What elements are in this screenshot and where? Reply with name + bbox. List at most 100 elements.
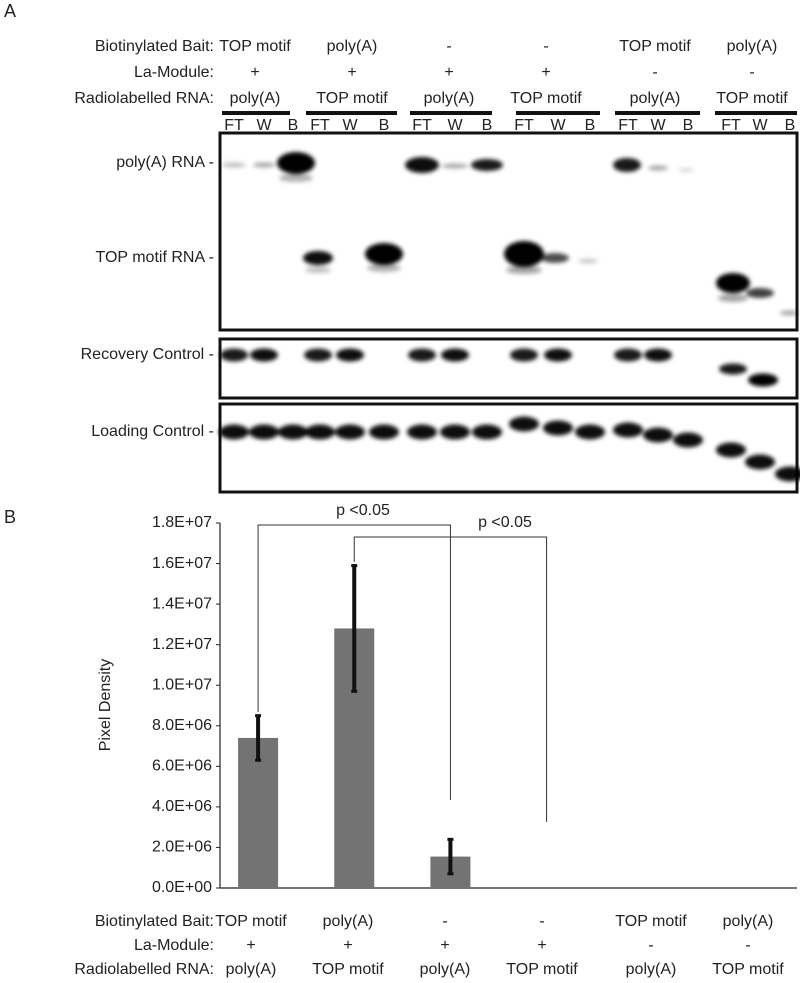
lane-label: W [256,117,272,134]
x-tick-label: + [343,937,352,954]
lane-label: W [550,117,566,134]
gel-band [305,267,331,273]
x-tick-label: - [745,937,750,954]
y-tick-label: 4.0E+06 [152,798,212,815]
gel-band [278,424,308,440]
x-tick-label: - [648,937,653,954]
y-tick-label: 6.0E+06 [152,758,212,775]
gel-loading [218,402,799,494]
x-tick-label: poly(A) [626,961,677,978]
y-tick-label: 1.6E+07 [152,555,212,572]
y-axis-label: Pixel Density [97,659,114,751]
x-tick-label: + [440,937,449,954]
gel-band [504,241,544,267]
group-header: TOP motif [619,38,691,55]
gel-band [335,424,365,440]
bar [238,737,279,888]
gel-band [219,424,249,440]
group-header: + [250,64,259,81]
gel-band [575,424,605,440]
x-tick-label: poly(A) [420,961,471,978]
group-header: + [347,64,356,81]
gel-band [578,258,598,264]
gel-band [678,168,694,172]
lane-label: W [752,117,768,134]
gel-band [277,152,315,174]
gel-band [673,432,703,448]
gel-band [441,348,469,362]
significance-label: p <0.05 [336,502,390,519]
gel-band [405,157,439,173]
y-tick-label: 8.0E+06 [152,717,212,734]
group-underline [516,111,600,115]
row-label: Biotinylated Bait: [95,38,214,55]
gel-band [279,174,313,182]
lane-label: FT [514,117,534,134]
x-tick-label: TOP motif [615,913,687,930]
x-tick-label: TOP motif [215,913,287,930]
lane-label: B [585,117,596,134]
group-underline [306,111,397,115]
row-label: La-Module: [134,937,214,954]
lane-label: B [785,117,796,134]
band-label: poly(A) RNA - [116,154,214,171]
x-tick-label: TOP motif [312,961,384,978]
lane-label: B [379,117,390,134]
gel-band [249,424,279,440]
lane-label: W [650,117,666,134]
lane-label: W [447,117,463,134]
gel-band [543,420,573,436]
gel-band [746,288,774,298]
significance-bracket [353,536,548,822]
lane-label: FT [618,117,638,134]
gel-band [719,363,747,375]
gel-main [218,131,799,332]
gel-band [780,310,798,316]
y-tick-label: 1.8E+07 [152,514,212,531]
group-header: - [446,38,451,55]
gel-band [305,424,335,440]
gel-band [613,158,641,172]
band-label: TOP motif RNA - [95,249,214,266]
y-tick-label: 2.0E+06 [152,839,212,856]
group-underline [615,111,700,115]
group-header: - [749,64,754,81]
gel-band [250,348,278,362]
gel-band [716,273,750,293]
gel-recovery [218,337,799,400]
gel-band [544,348,572,362]
gel-band [367,264,401,272]
panel-label: B [4,507,16,527]
lane-label: FT [721,117,741,134]
lane-label: B [288,117,299,134]
lane-label: B [482,117,493,134]
row-label: Radiolabelled RNA: [74,961,214,978]
group-header: poly(A) [424,90,475,107]
gel-band [613,422,643,438]
group-header: + [541,64,550,81]
group-header: TOP motif [510,90,582,107]
y-tick-label: 1.0E+07 [152,676,212,693]
gel-band [509,416,539,432]
gel-band [220,348,248,362]
significance-label: p <0.05 [478,514,532,531]
group-header: TOP motif [716,90,788,107]
x-tick-label: + [537,937,546,954]
band-label: Loading Control - [91,423,214,440]
row-label: La-Module: [134,64,214,81]
gel-band [336,348,364,362]
x-tick-label: poly(A) [723,913,774,930]
x-tick-label: poly(A) [226,961,277,978]
y-tick-label: 1.2E+07 [152,636,212,653]
gel-band [541,253,569,263]
gel-band [748,373,778,387]
group-header: - [652,64,657,81]
gel-band [506,266,542,274]
gel-band [510,348,538,362]
x-tick-label: TOP motif [712,961,784,978]
gel-band [408,348,436,362]
group-underline [715,111,797,115]
gel-band [718,294,748,302]
band-label: Recovery Control - [81,346,214,363]
